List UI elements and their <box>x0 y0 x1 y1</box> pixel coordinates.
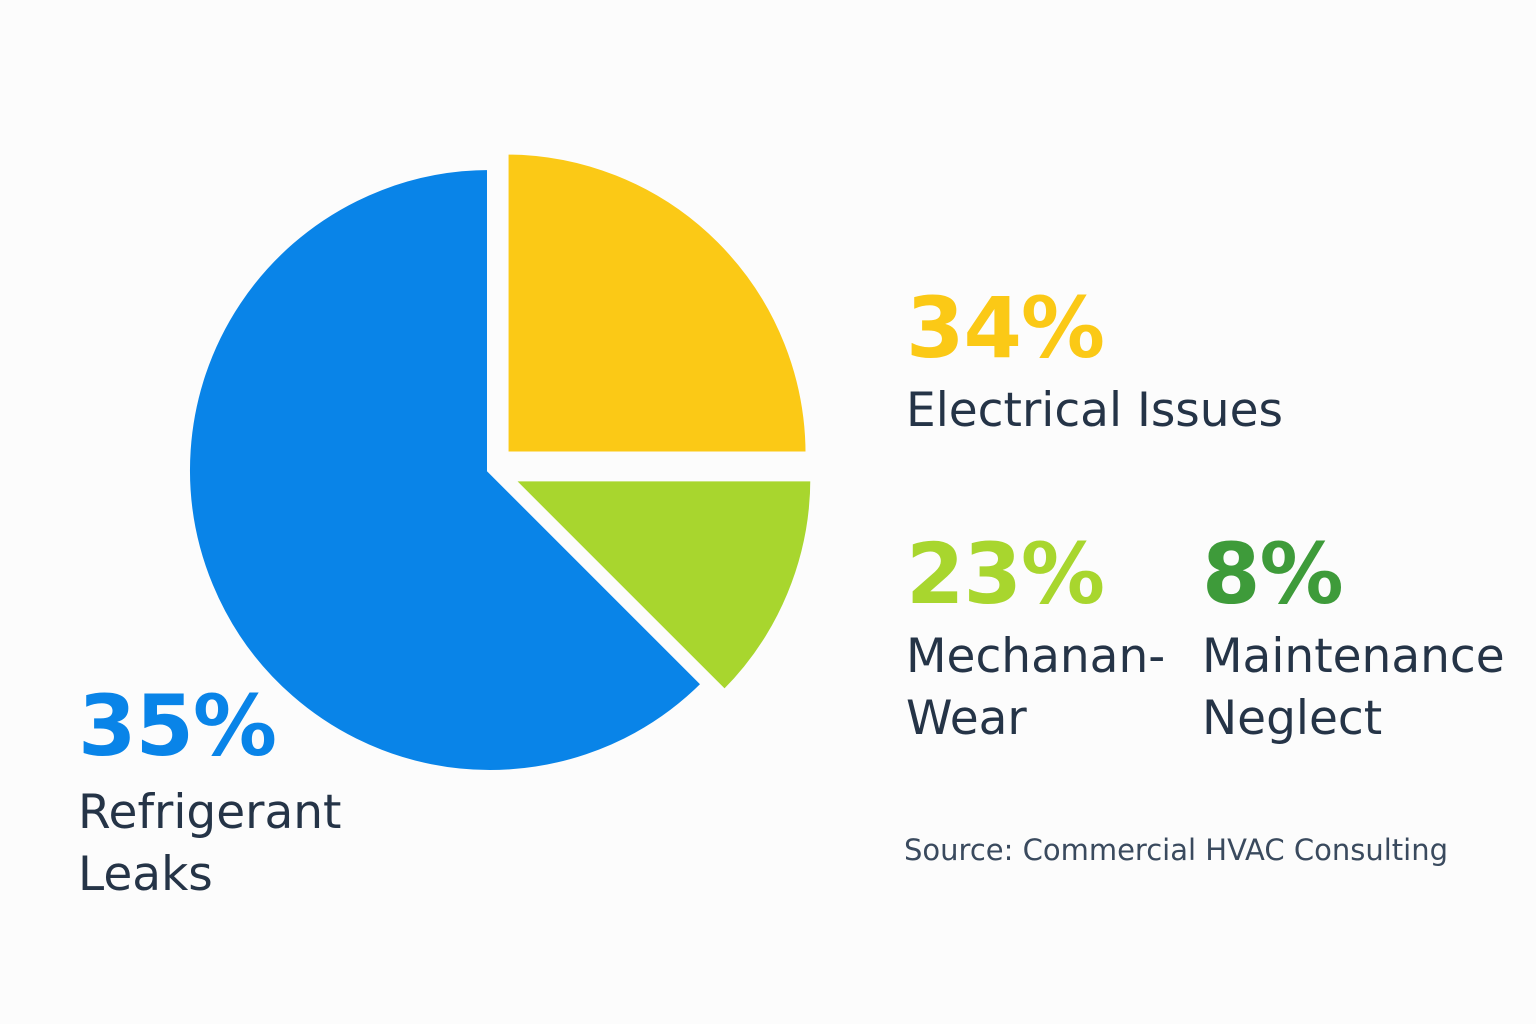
slice-label-mechanan-wear: 23% Mechanan- Wear <box>906 532 1165 750</box>
slice-category-mechanan-wear: Mechanan- Wear <box>906 626 1165 750</box>
slice-percent-maintenance-neglect: 8% <box>1202 525 1344 623</box>
slice-category-line: Maintenance <box>1202 629 1505 684</box>
pie-slice-mechanan-wear <box>503 475 817 697</box>
slice-category-electrical-issues: Electrical Issues <box>906 380 1283 442</box>
slice-label-refrigerant-leaks: 35% Refrigerant Leaks <box>78 684 341 906</box>
slice-percent-refrigerant-leaks: 35% <box>78 677 277 775</box>
pie-slices <box>184 148 817 776</box>
slice-percent-mechanan-wear: 23% <box>906 525 1105 623</box>
slice-category-line: Refrigerant <box>78 785 342 840</box>
slice-category-refrigerant-leaks: Refrigerant Leaks <box>78 782 341 906</box>
slice-category-line: Neglect <box>1202 691 1383 746</box>
slice-label-maintenance-neglect: 8% Maintenance Neglect <box>1202 532 1505 750</box>
slice-category-line: Wear <box>906 691 1027 746</box>
pie-slice-electrical-issues <box>502 148 812 458</box>
slice-percent-electrical-issues: 34% <box>906 279 1105 377</box>
slice-category-line: Electrical Issues <box>906 383 1283 438</box>
slice-category-line: Mechanan- <box>906 629 1166 684</box>
slice-label-electrical-issues: 34% Electrical Issues <box>906 286 1283 442</box>
pie-slice-refrigerant-leaks <box>184 163 709 776</box>
slice-category-maintenance-neglect: Maintenance Neglect <box>1202 626 1505 750</box>
slice-category-line: Leaks <box>78 847 213 902</box>
source-note: Source: Commercial HVAC Consulting <box>904 833 1448 867</box>
